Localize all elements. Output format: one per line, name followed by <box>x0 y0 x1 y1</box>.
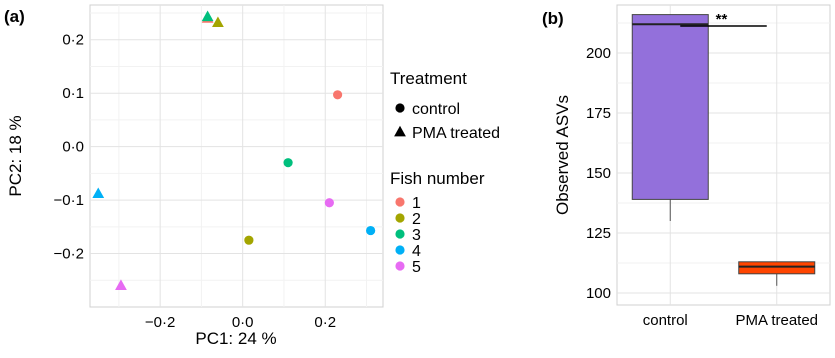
boxes <box>631 14 816 286</box>
box-pma-treated <box>738 261 816 275</box>
panel-a-label: (a) <box>4 7 25 26</box>
legend-treatment-title: Treatment <box>390 69 467 88</box>
box-x-tick-label: control <box>643 312 688 329</box>
legend-fish-label: 2 <box>412 211 421 228</box>
legend-treatment-label: control <box>412 101 460 118</box>
box-y-tick-label: 200 <box>586 45 611 62</box>
data-point-fish-1-control <box>333 90 343 100</box>
significance-stars: ** <box>716 11 728 28</box>
pca-x-axis-title: PC1: 24 % <box>195 329 276 348</box>
pca-y-tick-label: 0·2 <box>62 32 84 49</box>
legend-treatment-entries: control PMA treated <box>394 101 500 142</box>
box-y-tick-label: 100 <box>586 285 611 302</box>
pca-legend: Treatment control PMA treated Fish number… <box>390 69 500 276</box>
pca-points <box>92 10 376 290</box>
pca-x-tick-label: −0·2 <box>145 314 175 331</box>
data-point-fish-4-control <box>366 225 376 236</box>
box-x-tick-label: PMA treated <box>735 312 818 329</box>
pca-scatter-panel: −0·2 0·0 0·2 −0·2 −0·1 0·0 0·1 0·2 PC1: 24 % PC… <box>6 4 384 348</box>
data-point-fish-2-pma <box>212 16 224 27</box>
pca-x-tick-label: 0·0 <box>232 314 254 331</box>
pca-tick-labels: −0·2 0·0 0·2 −0·2 −0·1 0·0 0·1 0·2 <box>54 32 337 331</box>
legend-fish-label: 3 <box>412 227 421 244</box>
legend-fish-swatch <box>395 197 405 207</box>
box-y-axis-title: Observed ASVs <box>553 95 572 215</box>
pca-plot-area <box>89 4 384 308</box>
pca-y-axis-title: PC2: 18 % <box>6 115 25 196</box>
panel-b-label: (b) <box>542 9 564 28</box>
legend-treatment-label: PMA treated <box>412 125 500 142</box>
pca-major-grid <box>90 5 383 307</box>
box-y-tick-label: 125 <box>586 225 611 242</box>
data-point-fish-5-pma <box>115 279 127 290</box>
legend-fish-swatch <box>395 213 405 223</box>
legend-fish-swatch <box>395 245 405 255</box>
pca-y-tick-label: −0·2 <box>54 246 84 263</box>
data-point-fish-2-control <box>244 235 254 245</box>
pca-y-tick-label: −0·1 <box>54 192 84 209</box>
pca-x-tick-label: 0·2 <box>314 314 336 331</box>
legend-fish-label: 5 <box>412 259 421 276</box>
legend-fish-swatch <box>395 261 405 271</box>
legend-fish-label: 4 <box>412 243 421 260</box>
box-y-tick-label: 150 <box>586 165 611 182</box>
box-tick-labels: 100 125 150 175 200 control PMA treated <box>586 45 818 329</box>
data-point-fish-3-control <box>283 158 293 168</box>
box-control <box>631 14 709 200</box>
significance-bracket: ** <box>680 11 767 28</box>
pca-minor-grid <box>90 5 383 307</box>
legend-fish-label: 1 <box>412 195 421 212</box>
pca-y-tick-label: 0·0 <box>62 139 84 156</box>
legend-fish-title: Fish number <box>390 169 485 188</box>
legend-triangle-icon <box>394 125 406 137</box>
data-point-fish-5-control <box>324 198 334 208</box>
data-point-fish-4-pma <box>92 187 105 199</box>
asv-boxplot-panel: 100 125 150 175 200 control PMA treated ** Obs… <box>553 4 831 329</box>
data-point-fish-3-pma <box>201 10 214 22</box>
pca-y-tick-label: 0·1 <box>62 85 84 102</box>
legend-fish-swatch <box>395 229 405 239</box>
box-y-tick-label: 175 <box>586 105 611 122</box>
legend-circle-icon <box>395 103 405 113</box>
